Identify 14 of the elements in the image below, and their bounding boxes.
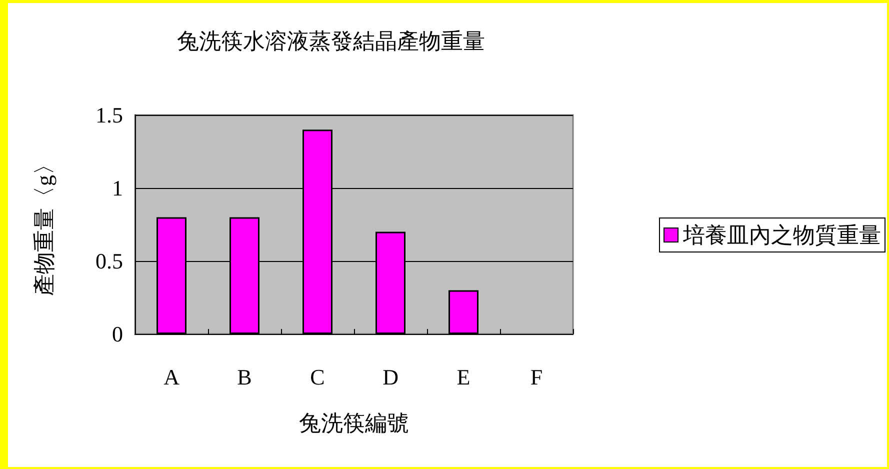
- x-tick-label: E: [456, 364, 470, 390]
- y-tick-label: 1.5: [96, 102, 123, 128]
- y-tick-label: 0.5: [96, 248, 123, 274]
- y-axis-title: 產物重量〈g〉: [32, 153, 56, 296]
- y-tick-label: 1: [112, 176, 123, 200]
- chart-title: 兔洗筷水溶液蒸發結晶產物重量: [177, 28, 485, 54]
- x-tick-label: A: [164, 364, 180, 390]
- legend-label: 培養皿內之物質重量: [682, 222, 881, 248]
- x-tick-label: C: [310, 364, 325, 390]
- x-tick-label: B: [237, 364, 252, 390]
- y-tick-label: 0: [112, 322, 123, 346]
- x-axis-title: 兔洗筷編號: [299, 410, 409, 436]
- x-tick-label: D: [382, 364, 398, 390]
- x-tick-label: F: [530, 364, 543, 390]
